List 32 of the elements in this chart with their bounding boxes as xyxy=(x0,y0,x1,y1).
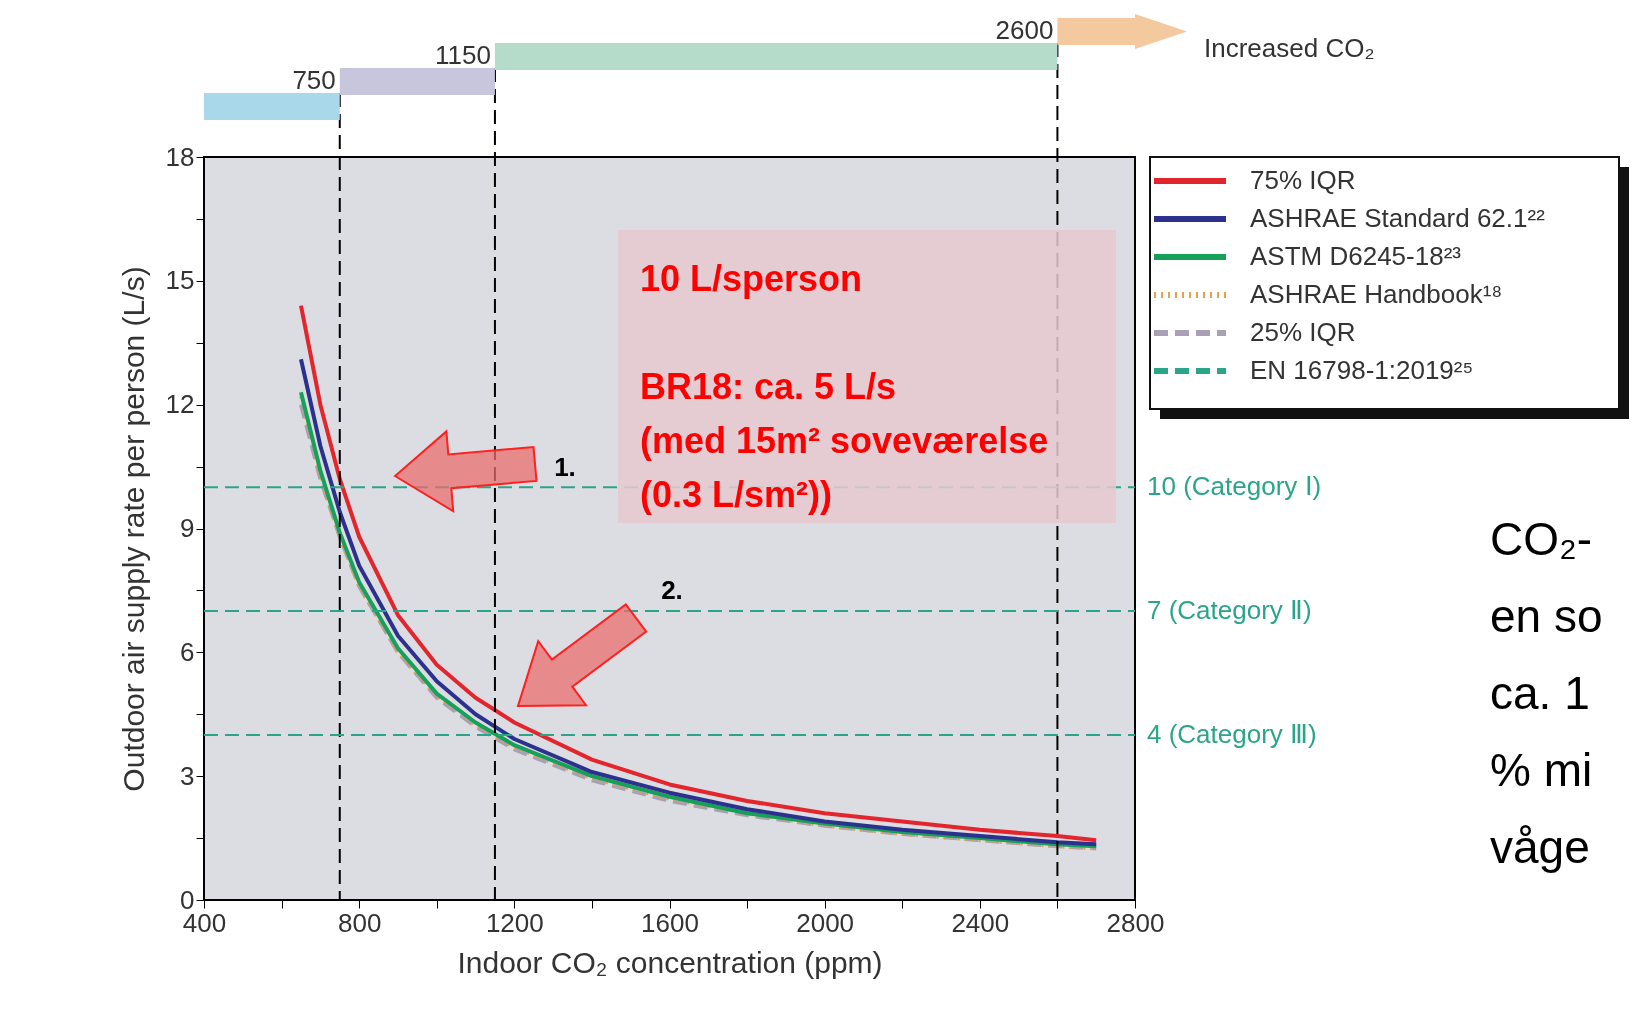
ref-line-label: 750 xyxy=(292,65,336,95)
ref-line-label: 7 (Category Ⅱ) xyxy=(1147,595,1312,626)
annotation: 2. xyxy=(661,575,683,605)
ref-line-label: 1150 xyxy=(435,40,491,70)
ref-line-label: 10 (Category Ⅰ) xyxy=(1147,471,1322,502)
y-tick-label: 3 xyxy=(180,760,195,791)
x-tick-label: 2400 xyxy=(951,907,1010,938)
x-tick-label: 2800 xyxy=(1106,907,1165,938)
y-tick-label: 15 xyxy=(165,265,195,296)
annotation: 1. xyxy=(554,452,576,482)
y-tick-label: 0 xyxy=(180,884,195,915)
legend-label: 25% IQR xyxy=(1250,317,1356,347)
x-tick-label: 1600 xyxy=(641,907,699,938)
x-tick-label: 800 xyxy=(337,907,382,938)
x-axis-title: Indoor CO₂ concentration (ppm) xyxy=(457,945,883,979)
text: CO₂- en so ca. 1 % mi våge xyxy=(1490,512,1603,873)
text: EN 16798-1:2019²⁵ xyxy=(1250,355,1474,385)
y-tick-label: 6 xyxy=(180,636,195,667)
legend-label: ASHRAE Handbook¹⁸ xyxy=(1250,279,1503,309)
y-tick-label: 18 xyxy=(165,141,195,172)
text: Increased CO₂ xyxy=(1204,33,1375,63)
y-axis-title: Outdoor air supply rate per person (L/s) xyxy=(116,266,150,792)
y-tick-label: 9 xyxy=(180,513,195,543)
y-tick-label: 12 xyxy=(165,389,195,420)
legend-label: 75% IQR xyxy=(1250,165,1356,195)
legend-label: ASHRAE Standard 62.1²² xyxy=(1250,203,1546,233)
legend-label: ASTM D6245-18²³ xyxy=(1250,241,1462,271)
x-tick-label: 1200 xyxy=(485,907,544,938)
ref-line-label: 2600 xyxy=(995,15,1054,45)
text: 10 L/sperson BR18: ca. 5 L/s (med 15m² soveværelse (0.3 L/sm²)) xyxy=(640,258,1049,515)
ref-line-label: 4 (Category Ⅲ) xyxy=(1147,718,1317,749)
x-tick-label: 2000 xyxy=(796,907,855,938)
